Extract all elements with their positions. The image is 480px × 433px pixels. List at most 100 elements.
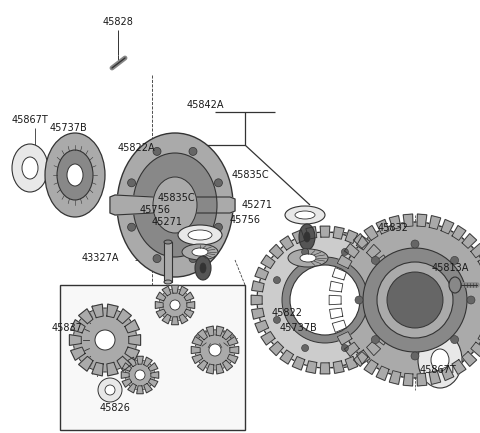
Polygon shape xyxy=(148,363,158,371)
Polygon shape xyxy=(228,355,238,364)
Text: 45756: 45756 xyxy=(140,205,171,215)
Polygon shape xyxy=(345,356,358,370)
Polygon shape xyxy=(107,362,118,376)
Polygon shape xyxy=(332,268,347,280)
Polygon shape xyxy=(452,226,466,240)
Polygon shape xyxy=(252,281,264,292)
Circle shape xyxy=(341,345,348,352)
Polygon shape xyxy=(255,267,268,280)
Polygon shape xyxy=(330,308,343,319)
Ellipse shape xyxy=(304,232,310,242)
Ellipse shape xyxy=(67,164,83,186)
Polygon shape xyxy=(462,234,477,249)
Text: 45835C: 45835C xyxy=(158,193,196,203)
Text: 45835C: 45835C xyxy=(232,170,270,180)
Polygon shape xyxy=(382,320,395,333)
Ellipse shape xyxy=(57,150,93,200)
Circle shape xyxy=(128,223,135,231)
Polygon shape xyxy=(184,309,194,318)
Polygon shape xyxy=(122,363,132,371)
Circle shape xyxy=(274,317,280,323)
Polygon shape xyxy=(478,255,480,268)
Circle shape xyxy=(337,222,480,378)
Polygon shape xyxy=(223,329,233,340)
Polygon shape xyxy=(192,355,203,364)
Polygon shape xyxy=(144,357,152,367)
Circle shape xyxy=(95,330,115,350)
Polygon shape xyxy=(320,226,330,237)
Polygon shape xyxy=(269,244,284,259)
Circle shape xyxy=(467,296,475,304)
Polygon shape xyxy=(129,335,141,346)
Polygon shape xyxy=(117,356,132,371)
Polygon shape xyxy=(148,379,158,387)
Ellipse shape xyxy=(299,224,315,250)
Polygon shape xyxy=(292,230,305,243)
Polygon shape xyxy=(228,336,238,346)
Polygon shape xyxy=(110,195,153,215)
Polygon shape xyxy=(329,295,341,305)
Polygon shape xyxy=(92,362,103,376)
Text: 43327A: 43327A xyxy=(82,253,120,263)
Polygon shape xyxy=(255,320,268,333)
Ellipse shape xyxy=(449,277,461,293)
Ellipse shape xyxy=(300,254,316,262)
Polygon shape xyxy=(337,332,352,345)
Ellipse shape xyxy=(192,248,208,256)
Polygon shape xyxy=(206,326,214,336)
Circle shape xyxy=(195,330,235,370)
Polygon shape xyxy=(125,347,139,360)
Polygon shape xyxy=(471,342,480,356)
Polygon shape xyxy=(417,373,427,386)
Polygon shape xyxy=(144,384,152,393)
Ellipse shape xyxy=(45,133,105,217)
Circle shape xyxy=(153,255,161,262)
Polygon shape xyxy=(122,379,132,387)
Circle shape xyxy=(282,257,368,343)
Circle shape xyxy=(411,352,419,360)
Polygon shape xyxy=(375,332,389,345)
Polygon shape xyxy=(452,360,466,375)
Polygon shape xyxy=(151,372,159,378)
Polygon shape xyxy=(191,346,200,354)
Bar xyxy=(60,285,245,430)
Ellipse shape xyxy=(285,206,325,224)
Polygon shape xyxy=(197,197,235,213)
Polygon shape xyxy=(306,361,317,373)
Polygon shape xyxy=(306,226,317,239)
Polygon shape xyxy=(156,301,163,308)
Polygon shape xyxy=(280,350,293,364)
Circle shape xyxy=(153,147,161,155)
Circle shape xyxy=(257,232,393,368)
Polygon shape xyxy=(353,352,368,366)
Text: 45756: 45756 xyxy=(230,215,261,225)
Circle shape xyxy=(209,344,221,356)
Text: 45737B: 45737B xyxy=(50,123,88,133)
Text: 45737B: 45737B xyxy=(280,323,318,333)
Ellipse shape xyxy=(178,225,222,245)
Circle shape xyxy=(451,336,458,344)
Polygon shape xyxy=(117,309,132,324)
Circle shape xyxy=(128,179,135,187)
Polygon shape xyxy=(121,372,129,378)
Ellipse shape xyxy=(22,157,38,179)
Polygon shape xyxy=(128,357,136,367)
Circle shape xyxy=(355,296,363,304)
Ellipse shape xyxy=(288,249,328,267)
Ellipse shape xyxy=(153,177,197,233)
Polygon shape xyxy=(292,356,305,370)
Polygon shape xyxy=(389,216,401,229)
Polygon shape xyxy=(70,335,81,346)
Polygon shape xyxy=(429,216,441,229)
Circle shape xyxy=(370,317,376,323)
Polygon shape xyxy=(128,384,136,393)
Polygon shape xyxy=(333,361,344,373)
Polygon shape xyxy=(388,295,399,305)
Polygon shape xyxy=(223,360,233,371)
Circle shape xyxy=(135,370,145,380)
Circle shape xyxy=(98,378,122,402)
Polygon shape xyxy=(187,301,195,308)
Ellipse shape xyxy=(310,266,364,334)
Polygon shape xyxy=(357,236,370,250)
Polygon shape xyxy=(386,308,398,319)
